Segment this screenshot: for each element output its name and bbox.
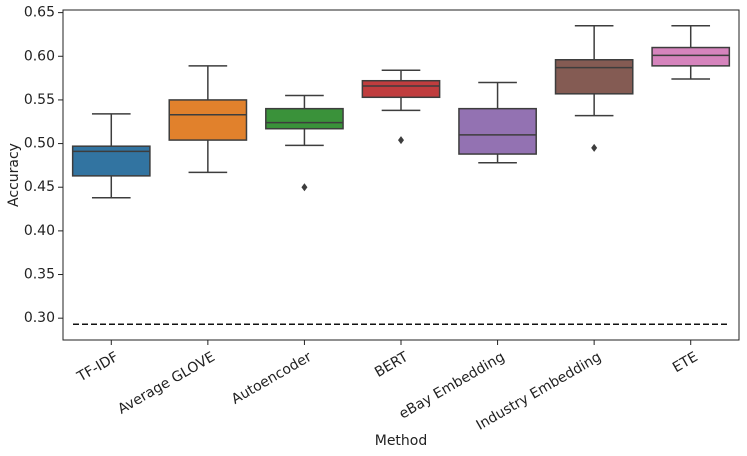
box (168, 99, 248, 141)
x-tick-label: ETE (670, 349, 701, 376)
box (265, 107, 344, 130)
box (554, 59, 634, 95)
y-tick-label: 0.60 (24, 48, 55, 64)
x-tick-label: Autoencoder (229, 349, 315, 408)
outlier (301, 183, 308, 192)
x-tick-label: TF-IDF (74, 349, 122, 386)
y-tick-label: 0.50 (24, 136, 55, 152)
box (361, 79, 441, 99)
box (71, 145, 151, 177)
y-tick-label: 0.65 (24, 5, 55, 21)
y-tick-label: 0.30 (24, 310, 55, 326)
y-axis-label: Accuracy (6, 143, 22, 207)
y-tick-label: 0.40 (24, 223, 55, 239)
x-tick-label: BERT (372, 349, 411, 381)
plot-frame (62, 9, 740, 341)
outlier (591, 143, 598, 152)
x-axis-label: Method (375, 433, 428, 449)
y-tick-label: 0.55 (24, 92, 55, 108)
outlier (398, 136, 404, 145)
box (458, 107, 537, 155)
y-tick-label: 0.45 (24, 179, 55, 195)
box (651, 46, 731, 67)
x-tick-label: Average GLOVE (115, 349, 218, 418)
y-tick-label: 0.35 (24, 267, 55, 283)
